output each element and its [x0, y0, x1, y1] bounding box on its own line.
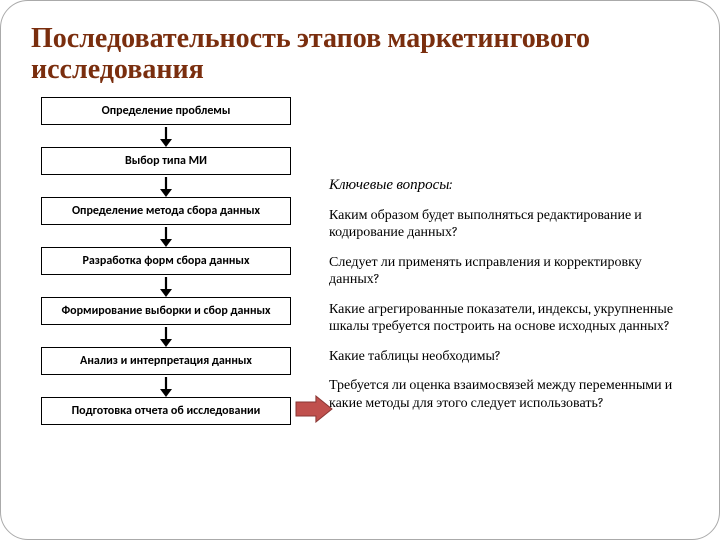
question-item: Какие таблицы необходимы? — [329, 347, 689, 365]
question-item: Какие агрегированные показатели, индексы… — [329, 300, 689, 335]
flow-step: Разработка форм сбора данных — [41, 247, 291, 275]
question-item: Требуется ли оценка взаимосвязей между п… — [329, 376, 689, 411]
flow-step: Определение метода сбора данных — [41, 197, 291, 225]
flowchart: Определение проблемы Выбор типа МИ Определ… — [31, 97, 301, 425]
content-row: Определение проблемы Выбор типа МИ Определ… — [31, 97, 689, 425]
flow-step: Анализ и интерпретация данных — [41, 347, 291, 375]
block-arrow-icon — [295, 395, 333, 423]
flow-step: Формирование выборки и сбор данных — [41, 297, 291, 325]
flow-arrow-icon — [156, 325, 176, 347]
question-item: Следует ли применять исправления и корре… — [329, 253, 689, 288]
flow-arrow-icon — [156, 175, 176, 197]
right-panel: Ключевые вопросы: Каким образом будет вы… — [301, 97, 689, 425]
flow-step: Определение проблемы — [41, 97, 291, 125]
flow-arrow-icon — [156, 125, 176, 147]
slide-frame: Последовательность этапов маркетингового… — [0, 0, 720, 540]
flow-arrow-icon — [156, 275, 176, 297]
key-questions-title: Ключевые вопросы: — [329, 175, 689, 194]
page-title: Последовательность этапов маркетингового… — [31, 23, 689, 85]
questions-list: Каким образом будет выполняться редактир… — [329, 206, 689, 412]
flow-arrow-icon — [156, 375, 176, 397]
question-item: Каким образом будет выполняться редактир… — [329, 206, 689, 241]
flow-step: Подготовка отчета об исследовании — [41, 397, 291, 425]
flow-arrow-icon — [156, 225, 176, 247]
flow-step: Выбор типа МИ — [41, 147, 291, 175]
